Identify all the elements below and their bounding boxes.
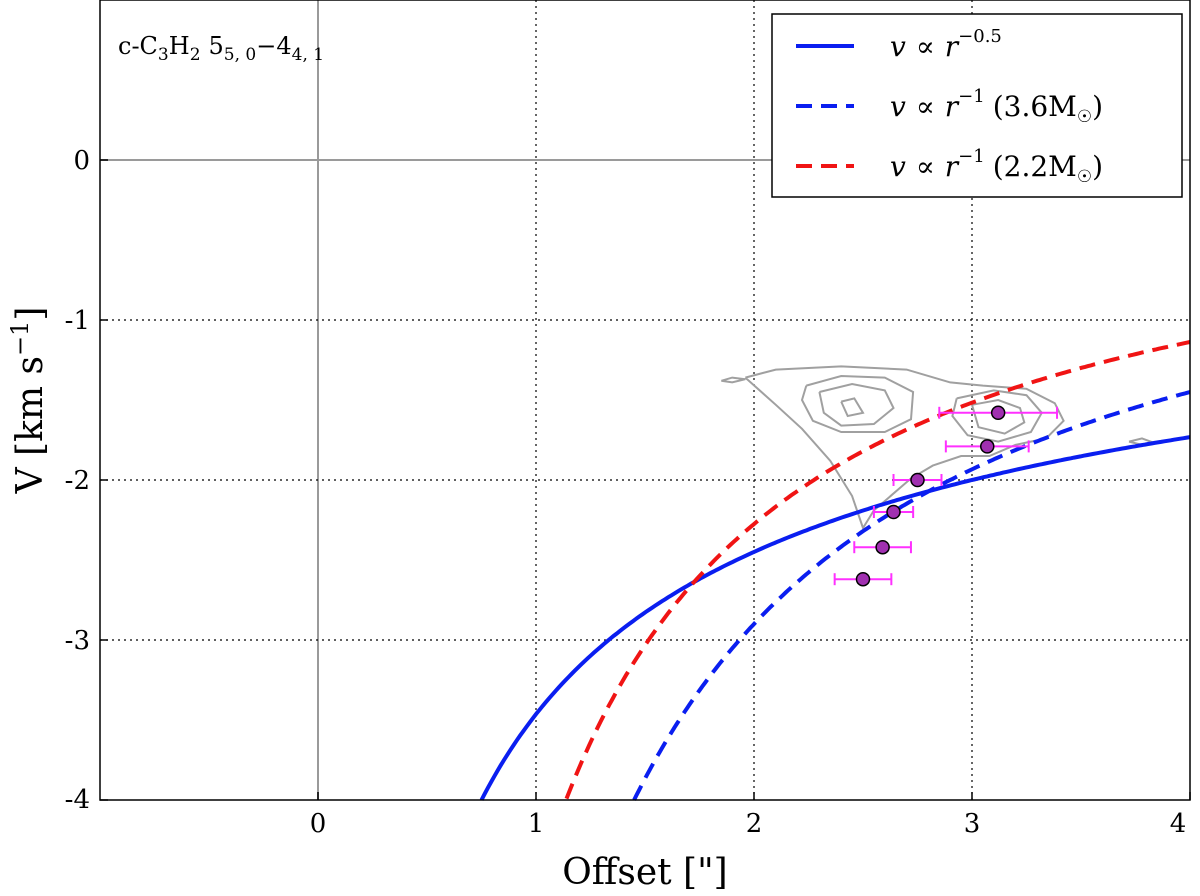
legend-2-v: v <box>890 150 906 183</box>
legend-2-sun: ☉ <box>1077 167 1092 187</box>
legend-0-prop: ∝ <box>916 30 935 63</box>
x-tick-label: 4 <box>1170 809 1187 839</box>
data-point <box>910 472 925 488</box>
legend-entry-1: v ∝ r−1 (3.6M☉) <box>890 86 1103 127</box>
legend: v ∝ r−0.5 v ∝ r−1 (3.6M☉) v ∝ r−1 (2.2M☉) <box>771 13 1183 198</box>
contour-line <box>800 374 915 433</box>
title-species: c-C <box>118 32 158 60</box>
y-tick-label: -3 <box>65 626 90 656</box>
legend-1-sun: ☉ <box>1077 107 1092 127</box>
legend-2-prop: ∝ <box>916 150 935 183</box>
chart-title: c-C3H2 55, 0−44, 1 <box>118 32 324 65</box>
y-tick-label: -2 <box>65 466 90 496</box>
y-tick-label: 0 <box>73 146 90 176</box>
x-tick-label: 1 <box>528 809 545 839</box>
series-curve-2 <box>564 340 1191 800</box>
contour-line <box>744 365 1065 531</box>
contour-line <box>818 382 895 427</box>
title-upper-sub: 5, 0 <box>224 45 256 65</box>
contour-line <box>951 389 1044 443</box>
legend-1-extra: (3.6M <box>993 90 1077 123</box>
plot-frame <box>99 0 1191 801</box>
x-tick-label: 3 <box>964 809 981 839</box>
y-axis-label-sup: −1 <box>6 321 34 356</box>
series-curve-0 <box>479 435 1191 801</box>
legend-2-extra: (2.2M <box>993 150 1077 183</box>
x-tick-label: 0 <box>310 809 327 839</box>
legend-1-r: r <box>945 90 960 123</box>
legend-1-v: v <box>890 90 906 123</box>
contour-line <box>971 398 1026 435</box>
title-h: H <box>169 32 190 60</box>
legend-1-close: ) <box>1092 90 1103 123</box>
x-axis-label: Offset ["] <box>562 852 727 893</box>
data-point <box>990 405 1006 421</box>
legend-entry-2: v ∝ r−1 (2.2M☉) <box>890 146 1103 187</box>
y-axis-label: V [km s−1] <box>6 307 51 495</box>
y-axis-label-main: V [km s <box>10 356 51 494</box>
contours <box>721 365 1156 531</box>
contour-line <box>721 376 746 384</box>
data-point <box>855 571 871 587</box>
model-curves <box>479 340 1191 801</box>
series-curve-1 <box>632 390 1191 801</box>
legend-0-sup: −0.5 <box>958 26 1002 47</box>
ticks: 0 1 2 3 4 0 -1 -2 -3 -4 <box>65 146 1191 839</box>
legend-2-close: ) <box>1092 150 1103 183</box>
contour-line <box>840 397 865 418</box>
y-tick-label: -1 <box>65 306 90 336</box>
y-axis-label-end: ] <box>10 307 51 321</box>
title-dash: − <box>256 32 276 60</box>
y-tick-label: -4 <box>65 785 90 815</box>
x-tick-label: 2 <box>746 809 763 839</box>
legend-1-prop: ∝ <box>916 90 935 123</box>
title-upper: 5 <box>209 32 224 60</box>
title-sub1: 3 <box>158 45 169 65</box>
title-lower: 4 <box>276 32 291 60</box>
data-point <box>980 439 995 454</box>
legend-0-r: r <box>945 30 960 63</box>
data-point <box>875 539 890 555</box>
title-lower-sub: 4, 1 <box>292 45 324 65</box>
data-point <box>886 504 901 520</box>
legend-2-sup: −1 <box>958 146 985 167</box>
legend-1-sup: −1 <box>958 86 985 107</box>
data-points <box>833 405 1059 587</box>
legend-entry-0: v ∝ r−0.5 <box>890 26 1002 63</box>
title-sub2: 2 <box>190 45 201 65</box>
legend-2-r: r <box>945 150 960 183</box>
legend-0-v: v <box>890 30 906 63</box>
